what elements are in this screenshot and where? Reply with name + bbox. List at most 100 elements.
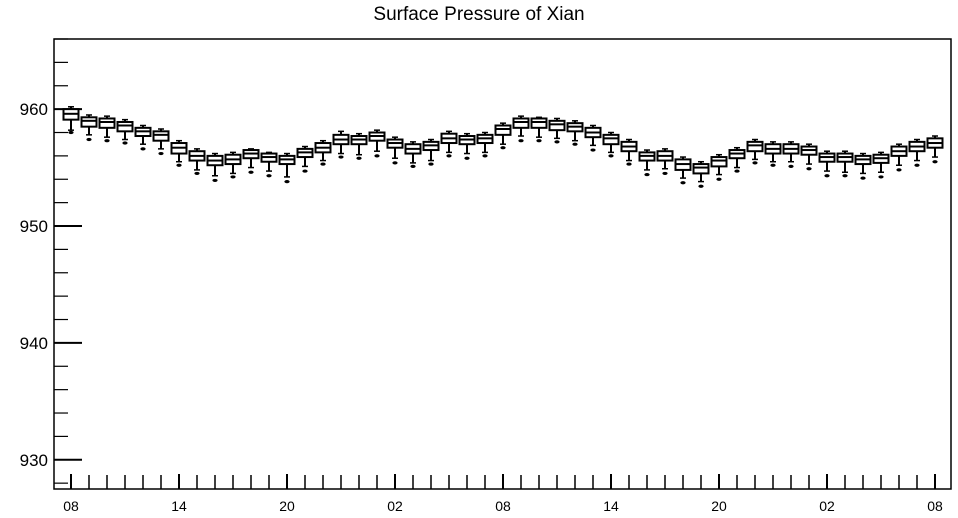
box-outlier xyxy=(752,161,758,165)
box-outlier xyxy=(140,147,146,151)
box-outlier xyxy=(590,148,596,152)
box-outlier xyxy=(806,167,812,171)
box-outlier xyxy=(68,130,74,135)
plot-frame xyxy=(53,38,952,490)
box-outlier xyxy=(626,162,632,166)
box-outlier xyxy=(716,177,722,181)
box-outlier xyxy=(266,174,272,178)
box-plot xyxy=(926,135,944,164)
box-body xyxy=(548,119,566,132)
x-tick-label: 02 xyxy=(387,498,403,514)
box-outlier xyxy=(374,154,380,158)
box-outlier xyxy=(680,181,686,185)
box-outlier xyxy=(860,176,866,180)
x-tick-label: 08 xyxy=(495,498,511,514)
box-outlier xyxy=(644,172,650,177)
x-tick-label: 20 xyxy=(279,498,295,514)
box-plot xyxy=(476,131,494,158)
box-outlier xyxy=(608,154,614,158)
x-axis: 08 14 20 02 08 14 20 02 08 xyxy=(63,474,943,514)
box-plot xyxy=(674,156,692,185)
box-plot xyxy=(566,120,584,146)
box-outlier xyxy=(410,164,416,169)
chart-title: Surface Pressure of Xian xyxy=(373,4,585,25)
box-plot xyxy=(602,131,620,158)
box-plot xyxy=(692,160,710,188)
box-outlier xyxy=(428,162,434,166)
box-outlier xyxy=(176,163,182,167)
box-outlier xyxy=(842,174,848,178)
box-plot xyxy=(638,149,656,177)
box-outlier xyxy=(392,161,398,165)
box-plot xyxy=(170,139,188,167)
box-plot xyxy=(548,117,566,144)
y-tick-label: 950 xyxy=(20,217,48,236)
box-outlier xyxy=(446,154,452,158)
box-outlier xyxy=(482,154,488,158)
box-plot xyxy=(296,145,314,173)
x-tick-label: 02 xyxy=(819,498,835,514)
box-outlier xyxy=(824,174,830,178)
box-body xyxy=(116,120,134,133)
y-tick-label: 940 xyxy=(20,334,48,353)
box-outlier xyxy=(194,171,200,176)
box-plot xyxy=(854,152,872,180)
box-plot xyxy=(422,138,440,166)
box-plot xyxy=(332,130,350,159)
box-body xyxy=(602,133,620,146)
box-outlier xyxy=(284,179,290,184)
box-outlier xyxy=(356,156,362,160)
box-plot xyxy=(278,152,296,184)
box-plot xyxy=(656,148,674,176)
box-plot xyxy=(404,141,422,169)
box-plot xyxy=(440,130,458,158)
x-tick-label: 08 xyxy=(63,498,79,514)
box-plot xyxy=(134,124,152,151)
box-plot xyxy=(710,153,728,181)
box-plot xyxy=(512,115,530,143)
box-plot xyxy=(908,138,926,167)
box-outlier xyxy=(158,151,164,156)
box-plot xyxy=(458,132,476,160)
box-plot xyxy=(62,106,80,135)
box-series xyxy=(62,106,944,188)
box-outlier xyxy=(212,178,218,183)
x-tick-label: 14 xyxy=(171,498,187,514)
box-outlier xyxy=(302,169,308,173)
box-body xyxy=(530,117,548,129)
box-outlier xyxy=(464,156,470,160)
box-plot xyxy=(818,150,836,178)
box-plot xyxy=(494,122,512,150)
box-body xyxy=(494,124,512,136)
box-outlier xyxy=(230,175,236,179)
y-axis: 930 940 950 960 xyxy=(20,38,82,484)
box-plot xyxy=(314,139,332,166)
box-plot xyxy=(224,151,242,179)
box-plot xyxy=(872,151,890,179)
box-outlier xyxy=(536,139,542,143)
box-plot xyxy=(746,138,764,165)
box-plot xyxy=(152,128,170,156)
y-tick-label: 960 xyxy=(20,100,48,119)
box-plot xyxy=(98,115,116,143)
box-body xyxy=(80,116,98,128)
box-plot xyxy=(80,114,98,142)
box-plot xyxy=(368,129,386,158)
x-tick-label: 20 xyxy=(711,498,727,514)
box-plot xyxy=(782,141,800,169)
box-outlier xyxy=(932,160,938,164)
box-plot xyxy=(188,148,206,176)
box-plot xyxy=(260,151,278,178)
box-plot xyxy=(530,116,548,143)
box-body xyxy=(710,156,728,168)
box-plot xyxy=(800,143,818,171)
box-plot xyxy=(836,150,854,178)
y-tick-label: 930 xyxy=(20,451,48,470)
box-outlier xyxy=(500,146,506,150)
box-body xyxy=(692,163,710,175)
box-outlier xyxy=(770,163,776,167)
box-plot xyxy=(350,132,368,160)
box-plot xyxy=(890,143,908,172)
box-outlier xyxy=(572,142,578,146)
